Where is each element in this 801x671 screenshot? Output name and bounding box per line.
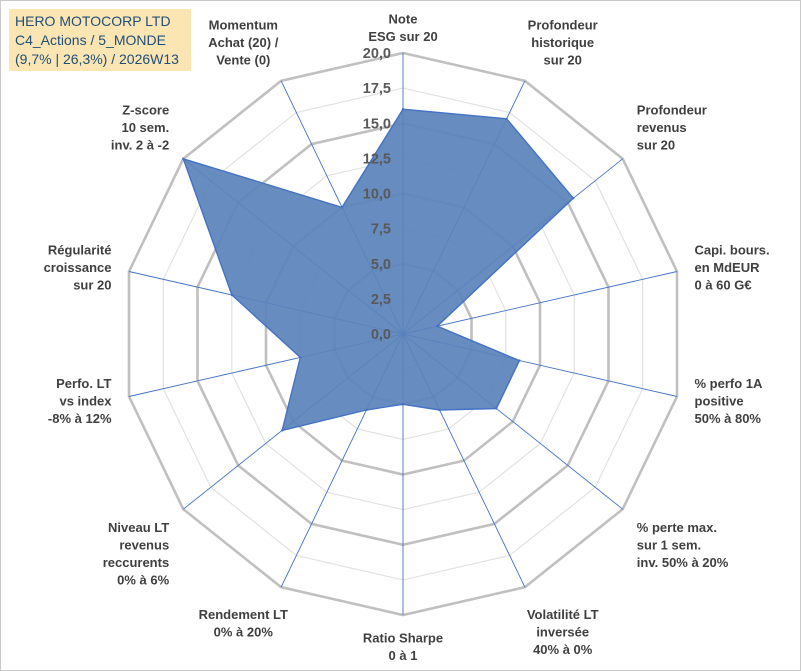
axis-label-line: sur 1 sem. — [637, 537, 701, 552]
axis-label-8: Ratio Sharpe 0 à 1 — [363, 631, 443, 664]
tick-label: 2,5 — [371, 292, 391, 308]
axis-label-line: Régularité — [48, 243, 112, 258]
axis-label-line: Z-score — [122, 103, 169, 118]
axis-label-line: revenus — [637, 120, 687, 135]
axis-label-layer: Note ESG sur 20 Profondeur historique sur 20… — [44, 12, 770, 664]
company-name: HERO MOTOCORP LTD — [15, 13, 171, 29]
axis-label-11: Perfo. LT vs index -8% à 12% — [48, 376, 112, 426]
axis-label-5: % perfo 1A positive 50% à 80% — [695, 376, 764, 426]
axis-label-line: 0 à 60 G€ — [695, 278, 752, 293]
data-point-12 — [230, 293, 233, 297]
data-point-7 — [438, 408, 441, 412]
tick-label: 7,5 — [371, 222, 391, 238]
axis-label-line: 10 sem. — [121, 120, 169, 135]
axis-label-line: Achat (20) / — [208, 35, 278, 50]
axis-label-line: Niveau LT — [108, 520, 169, 535]
axis-label-line: Ratio Sharpe — [363, 631, 443, 646]
axis-label-line: positive — [695, 393, 744, 408]
data-point-11 — [299, 356, 302, 359]
axis-label-line: 0% à 20% — [214, 624, 274, 639]
data-point-6 — [495, 407, 498, 410]
axis-label-line: historique — [531, 35, 594, 50]
axis-label-line: Rendement LT — [199, 607, 288, 622]
axis-label-line: revenus — [119, 537, 169, 552]
data-point-3 — [572, 197, 575, 200]
axis-label-line: 40% à 0% — [533, 642, 593, 657]
tick-label: 0,0 — [371, 327, 391, 343]
tick-label: 10,0 — [363, 187, 391, 203]
axis-label-line: sur 20 — [637, 138, 675, 153]
axis-label-line: 0 à 1 — [389, 648, 418, 663]
axis-label-line: % perte max. — [637, 520, 717, 535]
tick-label: 20,0 — [363, 46, 391, 62]
spoke-4 — [402, 271, 678, 335]
axis-label-4: Capi. bours. en MdEUR 0 à 60 G€ — [695, 243, 770, 293]
data-point-2 — [505, 117, 508, 121]
tick-label: 15,0 — [363, 116, 391, 132]
stats-line: (9,7% | 26,3%) / 2026W13 — [15, 51, 179, 67]
axis-label-line: % perfo 1A — [695, 376, 764, 391]
axis-label-line: inv. 50% à 20% — [637, 555, 729, 570]
axis-label-7: Volatilité LT inversée 40% à 0% — [527, 607, 599, 657]
tick-label: 12,5 — [363, 151, 391, 167]
axis-label-line: inversée — [536, 624, 589, 639]
axis-label-line: Profondeur — [637, 103, 707, 118]
axis-label-line: Capi. bours. — [695, 243, 770, 258]
axis-label-10: Niveau LT revenus reccurents 0% à 6% — [103, 520, 170, 588]
axis-label-line: -8% à 12% — [48, 411, 112, 426]
category-line: C4_Actions / 5_MONDE — [15, 32, 166, 48]
axis-label-line: Perfo. LT — [56, 376, 111, 391]
axis-label-line: Vente (0) — [216, 53, 270, 68]
axis-label-line: sur 20 — [544, 53, 582, 68]
data-point-9 — [365, 408, 368, 412]
axis-label-line: ESG sur 20 — [368, 29, 437, 44]
axis-label-line: croissance — [44, 260, 112, 275]
axis-label-9: Rendement LT 0% à 20% — [199, 607, 288, 640]
tick-label: 17,5 — [363, 81, 391, 97]
axis-label-2: Profondeur historique sur 20 — [528, 18, 598, 68]
data-point-8 — [401, 403, 405, 406]
axis-label-line: Note — [389, 12, 418, 27]
axis-label-line: inv. 2 à -2 — [111, 138, 169, 153]
data-point-14 — [340, 206, 344, 209]
data-point-1 — [401, 108, 405, 111]
tick-label: 5,0 — [371, 257, 391, 273]
axis-label-1: Note ESG sur 20 — [368, 12, 437, 45]
tick-label-layer: 0,0 2,5 5,0 7,5 10,0 12,5 15,0 17,5 20,0 — [363, 46, 391, 343]
axis-label-line: Volatilité LT — [527, 607, 599, 622]
series-layer — [182, 108, 575, 432]
axis-label-13: Z-score 10 sem. inv. 2 à -2 — [111, 103, 169, 153]
axis-label-line: reccurents — [103, 555, 169, 570]
axis-label-line: vs index — [59, 393, 112, 408]
info-box: HERO MOTOCORP LTD C4_Actions / 5_MONDE (… — [9, 9, 191, 71]
axis-label-line: Profondeur — [528, 18, 598, 33]
axis-label-line: Momentum — [209, 18, 278, 33]
data-point-10 — [281, 429, 284, 432]
axis-label-3: Profondeur revenus sur 20 — [637, 103, 707, 153]
axis-label-line: 0% à 6% — [117, 572, 169, 587]
data-point-4 — [436, 325, 439, 328]
axis-label-line: 50% à 80% — [695, 411, 762, 426]
data-point-13 — [182, 157, 185, 160]
axis-label-14: Momentum Achat (20) / Vente (0) — [208, 18, 278, 68]
axis-label-line: en MdEUR — [695, 260, 761, 275]
axis-label-12: Régularité croissance sur 20 — [44, 243, 112, 293]
axis-label-line: sur 20 — [73, 278, 111, 293]
data-point-5 — [518, 359, 521, 362]
axis-label-6: % perte max. sur 1 sem. inv. 50% à 20% — [637, 520, 729, 570]
